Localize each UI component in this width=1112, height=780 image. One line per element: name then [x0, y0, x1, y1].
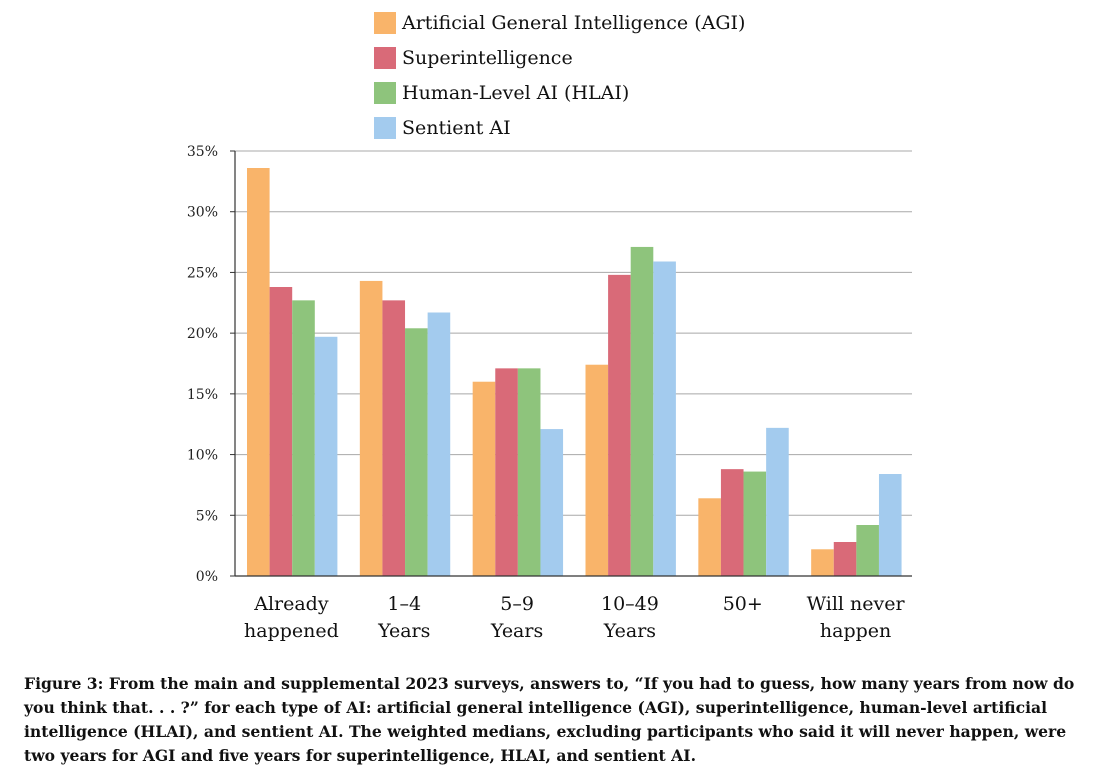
- legend-swatch-hlai: [374, 82, 396, 104]
- y-tick-label: 30%: [187, 205, 218, 221]
- x-category-label: 10–49 Years: [601, 593, 659, 642]
- x-category-label-line: Already: [253, 593, 329, 615]
- x-category-label-line: 5–9: [500, 593, 534, 615]
- bar: [585, 364, 609, 576]
- bar: [314, 336, 338, 576]
- x-category-label-line: 50+: [723, 593, 763, 615]
- x-category-label: 50+: [723, 593, 763, 615]
- legend-label-agi: Artificial General Intelligence (AGI): [402, 12, 746, 34]
- legend-label-superintelligence: Superintelligence: [402, 47, 573, 69]
- bar: [720, 469, 744, 576]
- bar: [359, 280, 383, 576]
- legend-label-hlai: Human-Level AI (HLAI): [402, 82, 630, 104]
- y-tick-label: 5%: [196, 508, 218, 524]
- bar: [608, 274, 631, 576]
- bar: [517, 368, 541, 576]
- legend-item-hlai: Human-Level AI (HLAI): [374, 81, 629, 105]
- x-category-label-line: Years: [603, 620, 656, 642]
- bar: [630, 246, 654, 576]
- bar: [427, 312, 451, 576]
- x-category-label: 1–4 Years: [377, 593, 430, 642]
- bar: [540, 429, 564, 576]
- bar: [382, 300, 406, 576]
- bar: [856, 525, 879, 576]
- x-category-label-line: Will never: [807, 593, 906, 615]
- legend-item-sentient: Sentient AI: [374, 116, 511, 140]
- x-category-label: Will never happen: [807, 593, 906, 642]
- legend-item-superintelligence: Superintelligence: [374, 46, 573, 70]
- y-tick-label: 15%: [187, 387, 218, 403]
- x-category-label-line: happened: [244, 620, 339, 642]
- x-category-label-line: Years: [377, 620, 430, 642]
- bar: [269, 287, 293, 576]
- x-category-label: 5–9 Years: [490, 593, 543, 642]
- y-tick-label: 0%: [196, 569, 218, 585]
- bar: [878, 474, 902, 576]
- x-category-label-line: Years: [490, 620, 543, 642]
- legend-swatch-superintelligence: [374, 47, 396, 69]
- bar: [811, 549, 834, 576]
- x-category-label-line: 10–49: [601, 593, 659, 615]
- y-tick-label: 10%: [187, 448, 218, 464]
- y-tick-label: 25%: [187, 265, 218, 281]
- x-category-label: Already happened: [244, 593, 339, 642]
- x-category-label-line: happen: [820, 620, 891, 642]
- y-tick-label: 35%: [187, 144, 218, 160]
- bar: [495, 368, 518, 576]
- bar: [743, 471, 767, 576]
- x-category-label-line: 1–4: [387, 593, 421, 615]
- legend-item-agi: Artificial General Intelligence (AGI): [374, 11, 745, 35]
- bar: [766, 427, 789, 576]
- bar: [472, 381, 496, 576]
- bar: [405, 328, 428, 576]
- bar: [247, 168, 270, 576]
- bar: [833, 542, 857, 576]
- y-tick-label: 20%: [187, 326, 218, 342]
- bar: [698, 498, 721, 576]
- legend-swatch-agi: [374, 12, 396, 34]
- bar-chart: 0% 5% 10% 15% 20% 25% 30% 35% Already happened 1–4…: [187, 144, 912, 642]
- figure-caption: Figure 3: From the main and supplemental…: [24, 674, 1075, 765]
- legend-swatch-sentient: [374, 117, 396, 139]
- bar: [653, 261, 676, 576]
- legend-label-sentient: Sentient AI: [402, 117, 511, 139]
- bar: [292, 300, 315, 576]
